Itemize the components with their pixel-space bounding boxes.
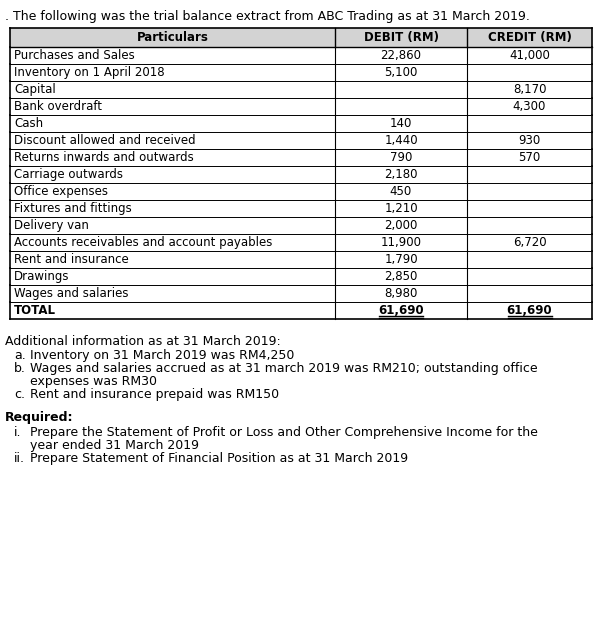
Text: . The following was the trial balance extract from ABC Trading as at 31 March 20: . The following was the trial balance ex… xyxy=(5,10,530,23)
Text: 1,440: 1,440 xyxy=(384,134,418,147)
Text: Prepare the Statement of Profit or Loss and Other Comprehensive Income for the: Prepare the Statement of Profit or Loss … xyxy=(30,426,538,439)
Text: Inventory on 31 March 2019 was RM4,250: Inventory on 31 March 2019 was RM4,250 xyxy=(30,349,294,362)
Bar xyxy=(10,234,592,251)
Text: 41,000: 41,000 xyxy=(509,49,550,62)
Text: 450: 450 xyxy=(390,185,412,198)
Text: Accounts receivables and account payables: Accounts receivables and account payable… xyxy=(14,236,272,249)
Text: Rent and insurance prepaid was RM150: Rent and insurance prepaid was RM150 xyxy=(30,388,279,401)
Text: Delivery van: Delivery van xyxy=(14,219,89,232)
Text: 1,790: 1,790 xyxy=(384,253,418,266)
Bar xyxy=(10,81,592,98)
Text: Bank overdraft: Bank overdraft xyxy=(14,100,102,113)
Bar xyxy=(10,302,592,319)
Text: Fixtures and fittings: Fixtures and fittings xyxy=(14,202,132,215)
Text: b.: b. xyxy=(14,362,26,375)
Text: 790: 790 xyxy=(390,151,412,164)
Text: 5,100: 5,100 xyxy=(384,66,418,79)
Text: Required:: Required: xyxy=(5,411,73,424)
Text: 6,720: 6,720 xyxy=(513,236,546,249)
Text: 61,690: 61,690 xyxy=(507,304,552,317)
Text: Carriage outwards: Carriage outwards xyxy=(14,168,123,181)
Text: a.: a. xyxy=(14,349,26,362)
Text: 8,170: 8,170 xyxy=(513,83,546,96)
Text: ii.: ii. xyxy=(14,452,25,465)
Text: 930: 930 xyxy=(518,134,541,147)
Bar xyxy=(10,285,592,302)
Text: Prepare Statement of Financial Position as at 31 March 2019: Prepare Statement of Financial Position … xyxy=(30,452,408,465)
Text: Discount allowed and received: Discount allowed and received xyxy=(14,134,196,147)
Text: 140: 140 xyxy=(390,117,412,130)
Bar xyxy=(10,47,592,64)
Text: 8,980: 8,980 xyxy=(384,287,418,300)
Bar xyxy=(10,149,592,166)
Bar xyxy=(10,268,592,285)
Text: expenses was RM30: expenses was RM30 xyxy=(30,375,157,388)
Text: Wages and salaries accrued as at 31 march 2019 was RM210; outstanding office: Wages and salaries accrued as at 31 marc… xyxy=(30,362,538,375)
Text: 61,690: 61,690 xyxy=(378,304,424,317)
Text: Rent and insurance: Rent and insurance xyxy=(14,253,129,266)
Text: CREDIT (RM): CREDIT (RM) xyxy=(488,31,571,44)
Text: 4,300: 4,300 xyxy=(513,100,546,113)
Text: 11,900: 11,900 xyxy=(380,236,421,249)
Text: 1,210: 1,210 xyxy=(384,202,418,215)
Bar xyxy=(10,200,592,217)
Text: Drawings: Drawings xyxy=(14,270,69,283)
Text: Office expenses: Office expenses xyxy=(14,185,108,198)
Text: c.: c. xyxy=(14,388,25,401)
Text: Returns inwards and outwards: Returns inwards and outwards xyxy=(14,151,194,164)
Text: Particulars: Particulars xyxy=(137,31,208,44)
Text: 2,000: 2,000 xyxy=(384,219,418,232)
Text: 2,180: 2,180 xyxy=(384,168,418,181)
Text: Capital: Capital xyxy=(14,83,56,96)
Bar xyxy=(10,166,592,183)
Text: 22,860: 22,860 xyxy=(380,49,421,62)
Bar xyxy=(10,132,592,149)
Bar xyxy=(10,64,592,81)
Bar xyxy=(10,217,592,234)
Text: year ended 31 March 2019: year ended 31 March 2019 xyxy=(30,439,199,452)
Text: TOTAL: TOTAL xyxy=(14,304,56,317)
Bar xyxy=(10,183,592,200)
Bar xyxy=(10,115,592,132)
Text: Inventory on 1 April 2018: Inventory on 1 April 2018 xyxy=(14,66,164,79)
Bar xyxy=(10,98,592,115)
Text: Cash: Cash xyxy=(14,117,43,130)
Text: i.: i. xyxy=(14,426,22,439)
Text: Wages and salaries: Wages and salaries xyxy=(14,287,128,300)
Bar xyxy=(10,28,592,47)
Text: DEBIT (RM): DEBIT (RM) xyxy=(364,31,438,44)
Text: 570: 570 xyxy=(518,151,541,164)
Text: Additional information as at 31 March 2019:: Additional information as at 31 March 20… xyxy=(5,335,281,348)
Text: 2,850: 2,850 xyxy=(384,270,418,283)
Bar xyxy=(10,251,592,268)
Text: Purchases and Sales: Purchases and Sales xyxy=(14,49,135,62)
